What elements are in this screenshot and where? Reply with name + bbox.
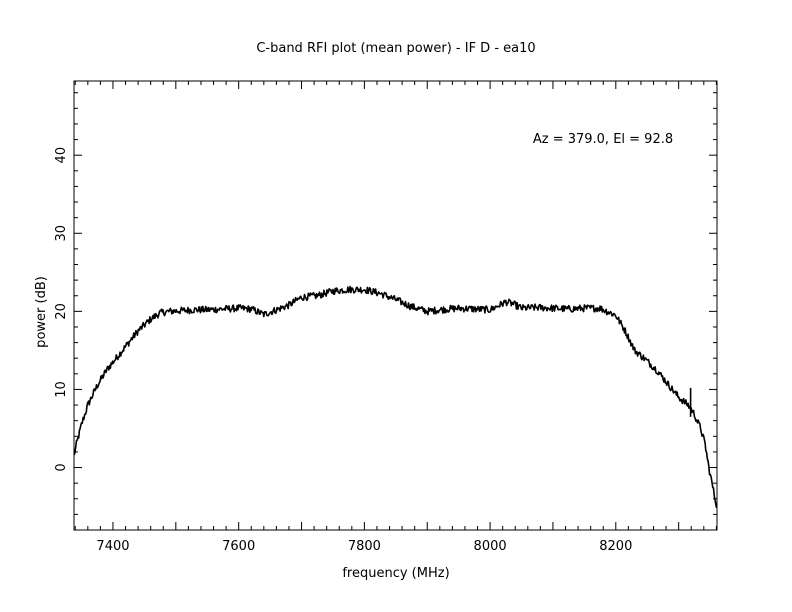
plot-frame [73, 80, 718, 531]
power-trace [73, 285, 718, 509]
y-tick-label: 0 [54, 463, 69, 471]
axis-ticks [74, 81, 717, 531]
y-tick-label: 20 [54, 303, 69, 320]
x-tick-label: 7600 [222, 539, 255, 554]
x-tick-label: 8000 [474, 539, 507, 554]
x-tick-label: 8200 [599, 539, 632, 554]
x-axis-label: frequency (MHz) [342, 566, 449, 581]
y-axis-label: power (dB) [34, 276, 49, 348]
y-tick-label: 10 [54, 381, 69, 398]
x-tick-label: 7800 [348, 539, 381, 554]
tick-labels: 7400 7600 7800 8000 8200 0 10 20 30 40 [54, 147, 632, 554]
annotation-text: Az = 379.0, El = 92.8 [533, 132, 673, 147]
data-series [73, 285, 718, 509]
chart-title: C-band RFI plot (mean power) - IF D - ea… [256, 41, 535, 56]
x-tick-label: 7400 [96, 539, 129, 554]
y-tick-label: 30 [54, 225, 69, 242]
y-tick-label: 40 [54, 147, 69, 164]
